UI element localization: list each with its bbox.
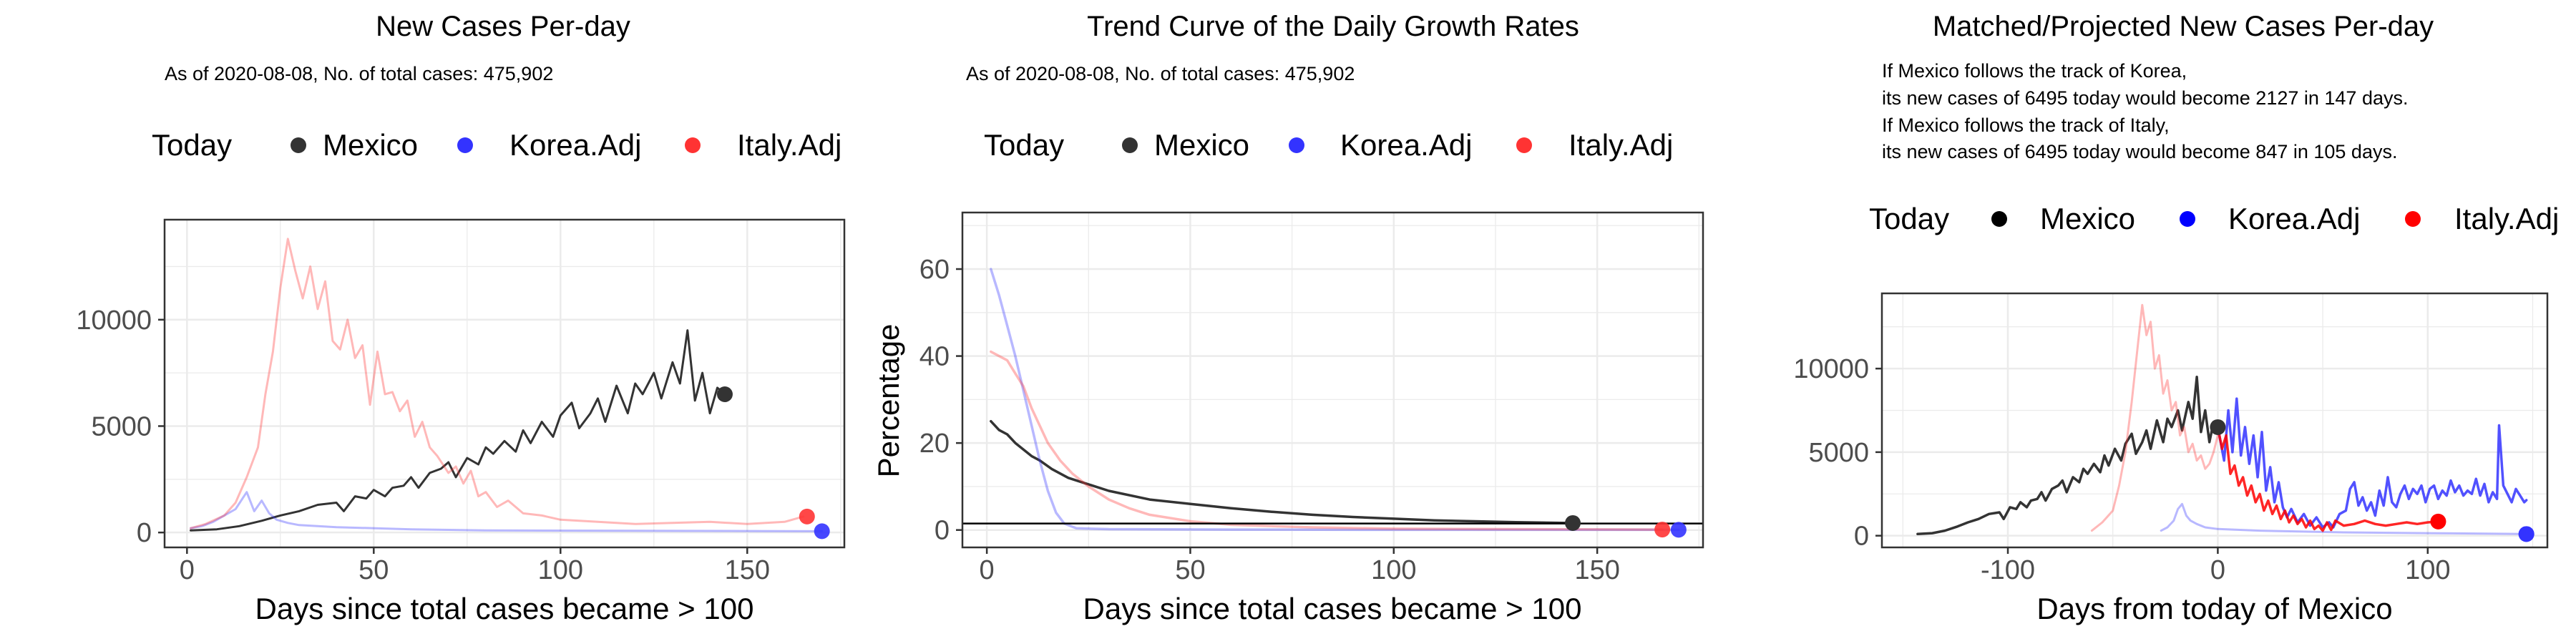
legend-key-mexico	[1991, 211, 2007, 227]
x-tick-label: 100	[2405, 555, 2450, 585]
legend-title: Today	[152, 128, 232, 162]
series-line-mexico	[190, 329, 726, 532]
series-line-korea-adj	[2160, 502, 2528, 535]
panel-subtitle-line: If Mexico follows the track of Korea,	[1882, 60, 2187, 82]
legend-key-mexico	[291, 137, 306, 153]
panel-growth-rates: Trend Curve of the Daily Growth Rates As…	[872, 11, 1704, 625]
y-tick-label: 10000	[1793, 354, 1869, 384]
plot-background	[962, 213, 1703, 547]
legend-title: Today	[984, 128, 1064, 162]
y-tick-label: 40	[919, 342, 950, 372]
plot-border	[163, 218, 846, 549]
plot-border	[961, 211, 1704, 549]
legend-label-italy: Italy.Adj	[737, 128, 841, 162]
plot-area: 0 50 100 150 0 20 40 60	[919, 211, 1704, 585]
series-line-italy-adj	[2216, 426, 2440, 532]
x-axis-label: Days since total cases became > 100	[255, 592, 754, 625]
plot-background	[165, 220, 844, 547]
panel-new-cases: New Cases Per-day As of 2020-08-08, No. …	[76, 11, 846, 625]
legend-key-korea	[1289, 137, 1304, 153]
panel-subtitle-line: As of 2020-08-08, No. of total cases: 47…	[966, 63, 1355, 84]
legend-label-korea: Korea.Adj	[1340, 128, 1472, 162]
y-tick-label: 0	[137, 518, 152, 548]
today-point-italy-adj	[799, 508, 815, 525]
plot-area: 0 50 100 150 0 5000 10000	[76, 218, 846, 585]
x-tick-label: 100	[1371, 555, 1416, 585]
series-line-korea-adj	[990, 268, 1680, 532]
panel-title: Matched/Projected New Cases Per-day	[1933, 11, 2434, 42]
legend-key-korea	[457, 137, 473, 153]
x-tick-label: 0	[980, 555, 995, 585]
legend-label-italy: Italy.Adj	[1568, 128, 1673, 162]
legend-label-mexico: Mexico	[1154, 128, 1249, 162]
x-tick-label: 50	[358, 555, 389, 585]
y-tick-label: 0	[935, 516, 950, 546]
x-axis-label: Days since total cases became > 100	[1083, 592, 1582, 625]
today-point-italy-adj	[1654, 522, 1671, 538]
y-tick-label: 0	[1854, 522, 1869, 552]
legend-key-korea	[2180, 211, 2195, 227]
today-point-korea-adj	[2518, 526, 2534, 542]
x-tick-label: -100	[1981, 555, 2035, 585]
legend-key-mexico	[1122, 137, 1138, 153]
series-line-korea-adj	[2216, 397, 2528, 529]
legend-title: Today	[1869, 202, 1949, 235]
today-point-italy-adj	[2430, 513, 2446, 530]
legend-label-korea: Korea.Adj	[2228, 202, 2360, 235]
legend-label-mexico: Mexico	[2040, 202, 2135, 235]
legend-key-italy	[685, 137, 701, 153]
series-line-mexico	[990, 419, 1574, 525]
x-tick-label: 150	[1574, 555, 1619, 585]
panel-title: Trend Curve of the Daily Growth Rates	[1087, 11, 1579, 42]
series-line-mexico	[1916, 376, 2220, 536]
x-tick-label: 150	[725, 555, 770, 585]
series-line-italy-adj	[990, 350, 1664, 531]
today-point-mexico	[2210, 419, 2226, 435]
panel-subtitle-line: As of 2020-08-08, No. of total cases: 47…	[165, 63, 553, 84]
panel-subtitle-line: its new cases of 6495 today would become…	[1882, 87, 2408, 109]
x-tick-label: 0	[2210, 555, 2225, 585]
y-tick-label: 5000	[1808, 438, 1869, 468]
legend: Today Mexico Korea.Adj Italy.Adj	[1869, 202, 2559, 235]
x-tick-label: 100	[538, 555, 583, 585]
today-point-mexico	[1565, 514, 1581, 531]
x-axis-label: Days from today of Mexico	[2036, 592, 2392, 625]
y-tick-label: 20	[919, 429, 950, 459]
today-point-korea-adj	[814, 523, 830, 540]
series-line-italy-adj	[190, 238, 805, 530]
y-tick-label: 60	[919, 255, 950, 285]
plot-area: -100 0 100 0 5000 10000	[1793, 292, 2549, 585]
today-point-korea-adj	[1670, 522, 1687, 538]
y-axis-label: Percentage	[872, 324, 905, 478]
today-point-mexico	[716, 386, 733, 403]
legend-label-korea: Korea.Adj	[509, 128, 641, 162]
legend-label-italy: Italy.Adj	[2454, 202, 2559, 235]
series-line-italy-adj	[2090, 303, 2219, 532]
panel-subtitle-line: If Mexico follows the track of Italy,	[1882, 114, 2170, 136]
legend: Today Mexico Korea.Adj Italy.Adj	[152, 128, 841, 162]
panel-subtitle-line: its new cases of 6495 today would become…	[1882, 141, 2397, 162]
x-tick-label: 0	[180, 555, 195, 585]
legend-key-italy	[1516, 137, 1532, 153]
y-tick-label: 10000	[76, 306, 152, 336]
legend-label-mexico: Mexico	[323, 128, 418, 162]
plot-border	[1880, 292, 2549, 549]
legend-key-italy	[2405, 211, 2421, 227]
y-tick-label: 5000	[91, 411, 152, 441]
x-tick-label: 50	[1175, 555, 1205, 585]
panel-title: New Cases Per-day	[376, 11, 630, 42]
legend: Today Mexico Korea.Adj Italy.Adj	[984, 128, 1673, 162]
series-line-korea-adj	[190, 491, 824, 532]
panel-matched-projected: Matched/Projected New Cases Per-day If M…	[1793, 11, 2559, 625]
